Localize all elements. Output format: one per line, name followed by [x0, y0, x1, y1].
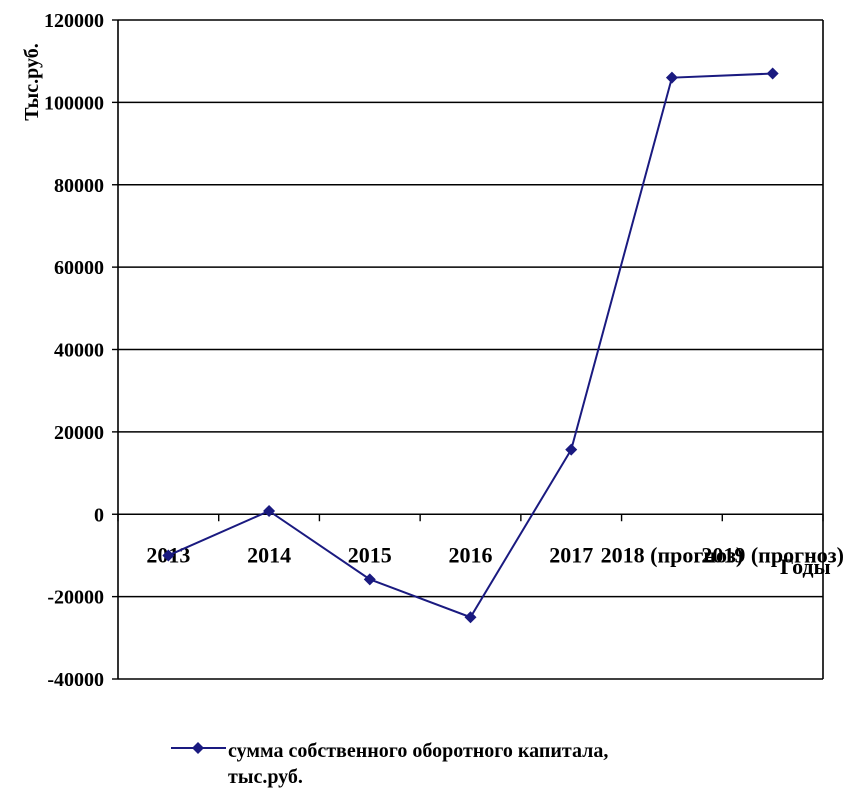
legend-series-label: сумма собственного оборотного капитала, … — [228, 740, 609, 788]
x-tick-label: 2019 (прогноз) — [701, 542, 844, 567]
data-point-marker — [565, 443, 578, 456]
x-tick-label: 2017 — [549, 542, 593, 567]
y-tick-label: 100000 — [44, 92, 104, 114]
series-layer — [162, 67, 779, 624]
data-point-marker — [363, 573, 376, 586]
legend: сумма собственного оборотного капитала, … — [170, 738, 648, 790]
x-tick-label: 2014 — [247, 542, 291, 567]
y-tick-label: 0 — [94, 504, 104, 526]
data-point-marker — [665, 71, 678, 84]
y-tick-label: 60000 — [54, 257, 104, 279]
data-point-marker — [263, 504, 276, 517]
series-line — [167, 72, 773, 619]
tick-labels: -40000 -20000 0 20000 40000 60000 80000 100000 1… — [44, 10, 844, 691]
x-tick-label: 2016 — [449, 542, 493, 567]
y-axis-label: Тыс.руб. — [21, 43, 43, 120]
x-tick-label: 2015 — [348, 542, 392, 567]
axes — [112, 19, 824, 680]
x-tick-label: 2018 (прогноз) — [601, 542, 744, 567]
gridlines — [118, 19, 823, 680]
x-axis-label: Годы — [780, 554, 831, 579]
data-point-marker — [766, 67, 779, 80]
y-tick-label: 40000 — [54, 340, 104, 362]
data-point-marker — [464, 611, 477, 624]
y-tick-label: -20000 — [47, 587, 104, 609]
legend-line-marker — [171, 742, 226, 754]
y-tick-label: 20000 — [54, 422, 104, 444]
y-tick-label: -40000 — [47, 669, 104, 691]
data-point-marker — [162, 549, 175, 562]
y-tick-label: 80000 — [54, 175, 104, 197]
y-tick-label: 120000 — [44, 10, 104, 32]
